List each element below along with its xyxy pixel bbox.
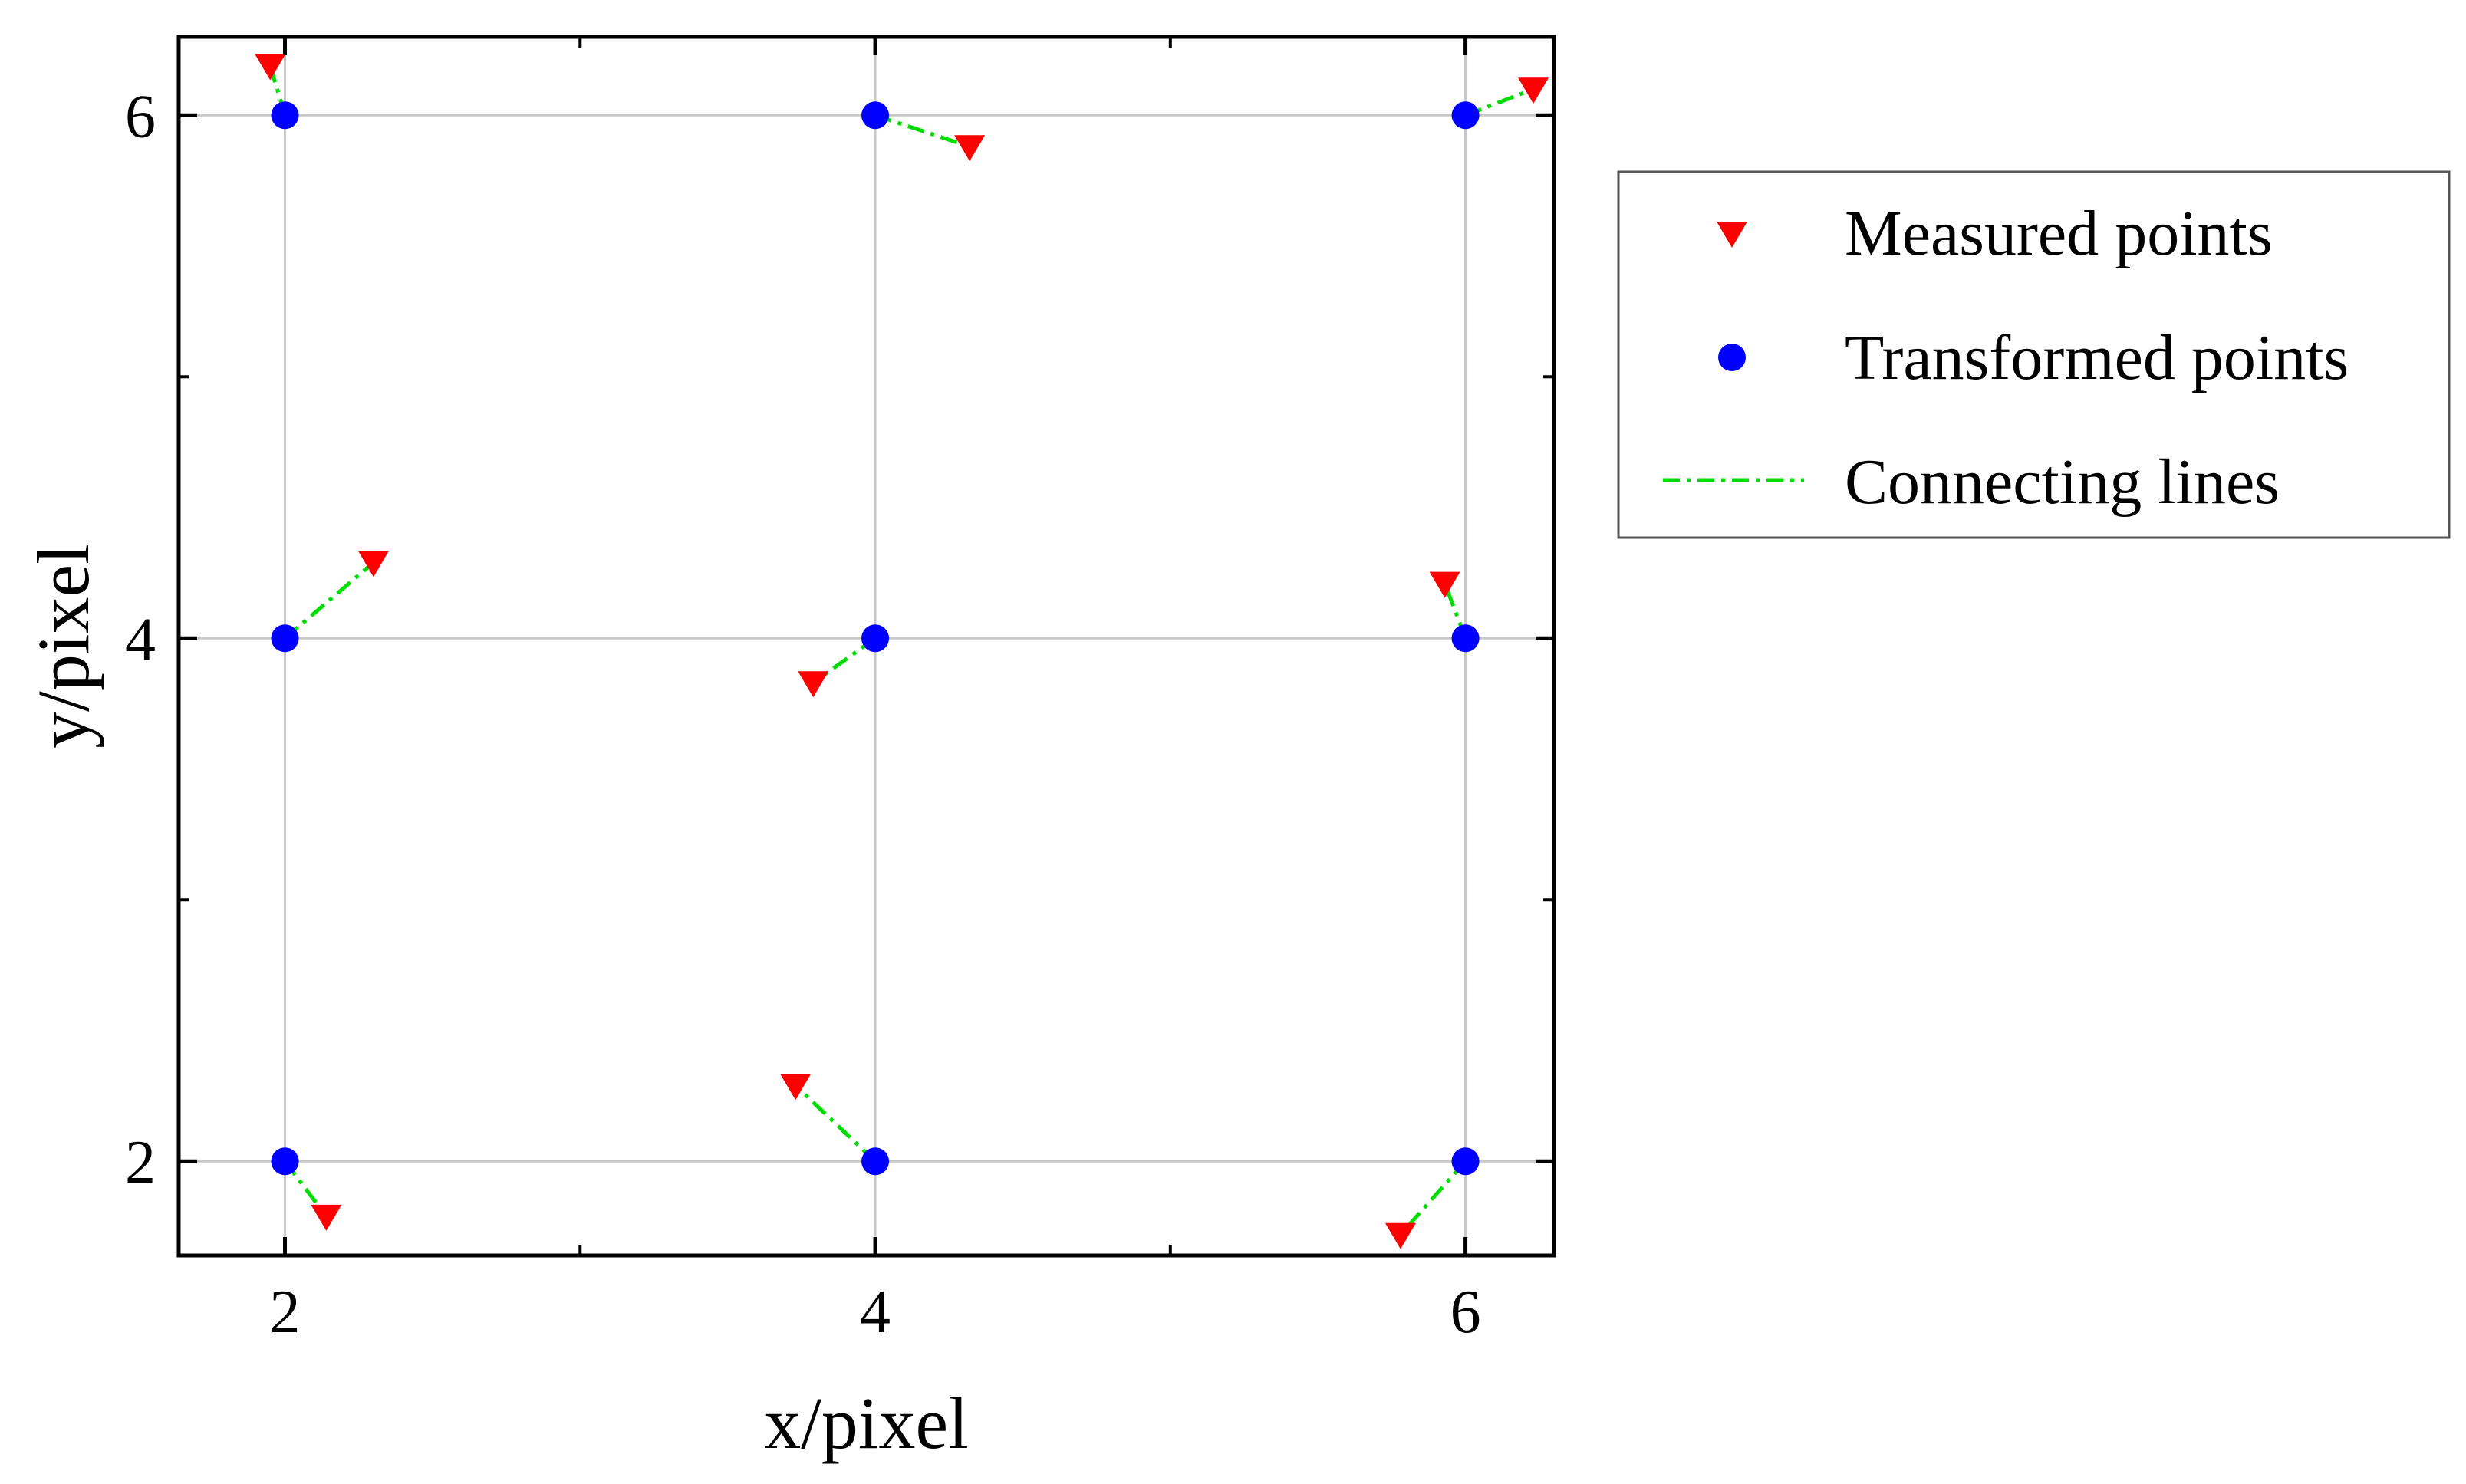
legend: Measured points Transformed points Conne… [1617, 170, 2451, 539]
legend-connecting-label: Connecting lines [1845, 446, 2280, 518]
transformed-point [1451, 624, 1480, 653]
x-axis-label: x/pixel [764, 1382, 969, 1464]
measured-point [357, 551, 389, 577]
x-tick-label: 6 [1450, 1278, 1481, 1346]
tick-labels: 2 4 6 2 4 6 [125, 83, 1481, 1346]
connecting-line [283, 561, 375, 640]
measured-point [1384, 1222, 1416, 1249]
measured-point [780, 1074, 812, 1101]
transformed-point [861, 624, 890, 653]
measured-point [311, 1204, 342, 1231]
transformed-point [1451, 101, 1480, 130]
x-tick-label: 2 [270, 1278, 301, 1346]
transformed-point [271, 101, 299, 130]
axis-ticks [179, 37, 1554, 1255]
measured-point [954, 135, 986, 162]
transformed-point [271, 1147, 299, 1176]
y-axis-label: y/pixel [22, 544, 104, 749]
connecting-line [874, 113, 970, 149]
connecting-lines [268, 64, 1534, 1236]
measured-point [1518, 77, 1549, 104]
connecting-line [794, 1084, 877, 1163]
y-tick-label: 2 [125, 1129, 156, 1196]
measured-point [255, 54, 286, 81]
transformed-point [861, 1147, 890, 1176]
legend-measured-marker [1717, 222, 1747, 248]
legend-transformed-marker [1718, 344, 1746, 371]
y-tick-label: 6 [125, 83, 156, 150]
x-tick-label: 4 [860, 1278, 891, 1346]
transformed-point [1451, 1147, 1480, 1176]
measured-points [255, 54, 1549, 1249]
measured-point [1429, 571, 1460, 598]
transformed-point [271, 624, 299, 653]
y-tick-label: 4 [125, 606, 156, 673]
legend-measured-label: Measured points [1845, 198, 2273, 269]
measured-point [798, 671, 829, 698]
transformed-points [271, 101, 1480, 1176]
legend-transformed-label: Transformed points [1845, 322, 2349, 393]
transformed-point [861, 101, 890, 130]
connecting-line [1399, 1160, 1467, 1236]
legend-box [1617, 170, 2451, 539]
plot-frame [176, 35, 1556, 1258]
